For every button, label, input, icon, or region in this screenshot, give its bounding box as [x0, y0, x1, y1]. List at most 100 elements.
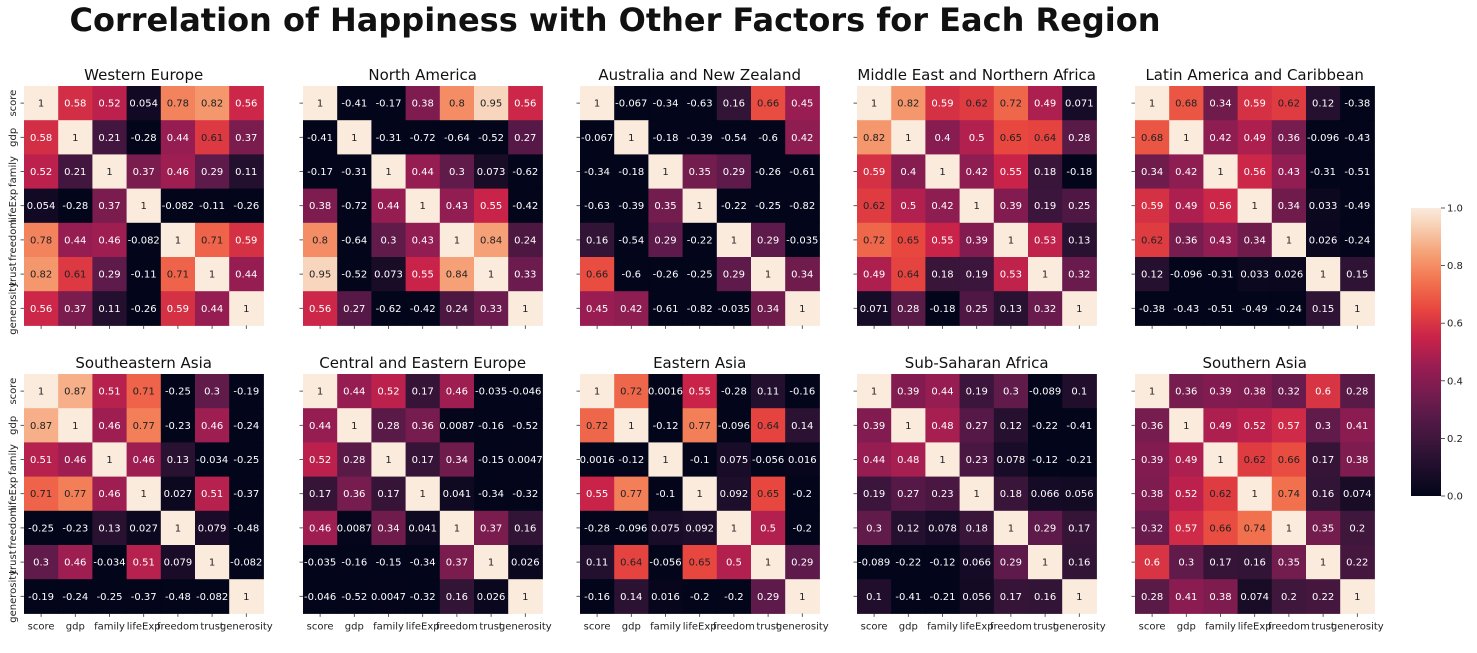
- cell-label: 0.46: [201, 421, 223, 432]
- cell-label: 1: [1286, 523, 1292, 534]
- cell-label: 0.29: [1000, 558, 1022, 569]
- heatmap-cell: [439, 545, 475, 580]
- heatmap-cell: [1062, 291, 1097, 326]
- cell-label: -0.52: [341, 270, 367, 281]
- heatmap-cell: [891, 154, 926, 190]
- cell-label: 0.44: [412, 167, 434, 178]
- heatmap-cell: [716, 579, 752, 614]
- cell-label: 1: [662, 455, 668, 466]
- cell-label: -0.22: [687, 235, 713, 246]
- cell-label: 0.74: [1244, 523, 1266, 534]
- cell-label: -0.096: [718, 421, 750, 432]
- cell-label: 1: [1042, 270, 1048, 281]
- heatmap-cell: [92, 545, 128, 580]
- cell-label: 0.44: [201, 304, 223, 315]
- cell-label: 0.46: [98, 421, 120, 432]
- heatmap-cell: [229, 476, 264, 512]
- y-tick-label: freedom: [8, 507, 19, 549]
- heatmap-cell: [92, 579, 128, 614]
- heatmap-cell: [959, 510, 995, 546]
- cell-label: -0.31: [1310, 167, 1336, 178]
- cell-label: 0.46: [64, 455, 86, 466]
- heatmap-cell: [959, 442, 995, 478]
- colorbar-tick-label: 0.2: [1447, 434, 1463, 445]
- heatmap-cell: [1028, 154, 1063, 190]
- heatmap-cell: [303, 86, 338, 121]
- cell-label: 0.19: [1034, 201, 1056, 212]
- heatmap-cell: [959, 120, 995, 155]
- heatmap-cell: [751, 86, 786, 121]
- heatmap-cell: [1062, 476, 1097, 512]
- cell-label: 0.52: [1175, 489, 1197, 500]
- cell-label: 0.46: [98, 489, 120, 500]
- heatmap-cell: [92, 154, 128, 190]
- cell-label: 0.72: [863, 235, 885, 246]
- cell-label: 0.24: [514, 235, 536, 246]
- heatmap-cell: [1237, 154, 1273, 190]
- cell-label: 0.026: [511, 558, 540, 569]
- cell-label: 0.44: [863, 455, 885, 466]
- heatmap-cell: [1306, 442, 1341, 478]
- cell-label: 0.72: [620, 387, 642, 398]
- cell-label: 0.55: [412, 270, 434, 281]
- cell-label: 0.71: [201, 235, 223, 246]
- cell-label: 0.62: [863, 201, 885, 212]
- heatmap-cell: [648, 510, 684, 546]
- heatmap-cell: [959, 545, 995, 580]
- heatmap-cell: [925, 86, 961, 121]
- cell-label: -0.17: [376, 99, 402, 110]
- heatmap-cell: [993, 154, 1029, 190]
- cell-label: 0.77: [689, 421, 711, 432]
- cell-label: 0.87: [64, 387, 86, 398]
- x-tick-label: trust: [1033, 621, 1057, 632]
- cell-label: 0.5: [760, 523, 776, 534]
- cell-label: 1: [765, 558, 771, 569]
- heatmap-panel: Southeastern Asia 1 0.87 0.51 0.71 -0.25 0.3 -0…: [8, 354, 273, 632]
- heatmap-cell: [580, 545, 615, 580]
- colorbar-tick-label: 1.0: [1447, 204, 1463, 215]
- cell-label: 0.092: [685, 523, 714, 534]
- heatmap-cell: [1271, 120, 1307, 155]
- heatmap-cell: [993, 408, 1029, 443]
- cell-label: -0.37: [233, 489, 259, 500]
- heatmap-cell: [1203, 120, 1239, 155]
- cell-label: 1: [1252, 489, 1258, 500]
- cell-label: 0.15: [1312, 304, 1334, 315]
- cell-label: 0.77: [620, 489, 642, 500]
- cell-label: 0.64: [897, 270, 919, 281]
- heatmap-cell: [229, 291, 264, 326]
- heatmap-cell: [508, 510, 543, 546]
- heatmap-cell: [1169, 510, 1204, 546]
- cell-label: 0.37: [98, 201, 120, 212]
- cell-label: -0.18: [653, 133, 679, 144]
- cell-label: 0.42: [791, 133, 813, 144]
- heatmap-cell: [682, 120, 718, 155]
- cell-label: 0.071: [860, 304, 889, 315]
- cell-label: 0.29: [201, 167, 223, 178]
- x-tick-label: freedom: [1268, 621, 1310, 632]
- cell-label: 0.13: [1000, 304, 1022, 315]
- cell-label: 0.39: [966, 235, 988, 246]
- cell-label: 0.66: [757, 99, 779, 110]
- heatmap-cell: [751, 510, 786, 546]
- heatmap-cell: [891, 257, 926, 292]
- cell-label: 0.35: [689, 167, 711, 178]
- heatmap-cell: [92, 222, 128, 258]
- heatmap-cell: [439, 408, 475, 443]
- cell-label: 0.66: [1209, 523, 1231, 534]
- heatmap-cell: [337, 374, 372, 409]
- heatmap-cell: [508, 222, 543, 258]
- heatmap-cell: [648, 291, 684, 326]
- heatmap-cell: [160, 120, 196, 155]
- y-tick-label: family: [8, 444, 19, 475]
- heatmap-cell: [751, 154, 786, 190]
- heatmap-cell: [1062, 222, 1097, 258]
- cell-label: 0.17: [1312, 455, 1334, 466]
- heatmap-cell: [160, 510, 196, 546]
- cell-label: -0.34: [653, 99, 679, 110]
- heatmap-cell: [1062, 442, 1097, 478]
- cell-label: -0.16: [341, 558, 367, 569]
- heatmap-cell: [1306, 476, 1341, 512]
- cell-label: 1: [38, 387, 44, 398]
- y-tick-label: freedom: [8, 219, 19, 261]
